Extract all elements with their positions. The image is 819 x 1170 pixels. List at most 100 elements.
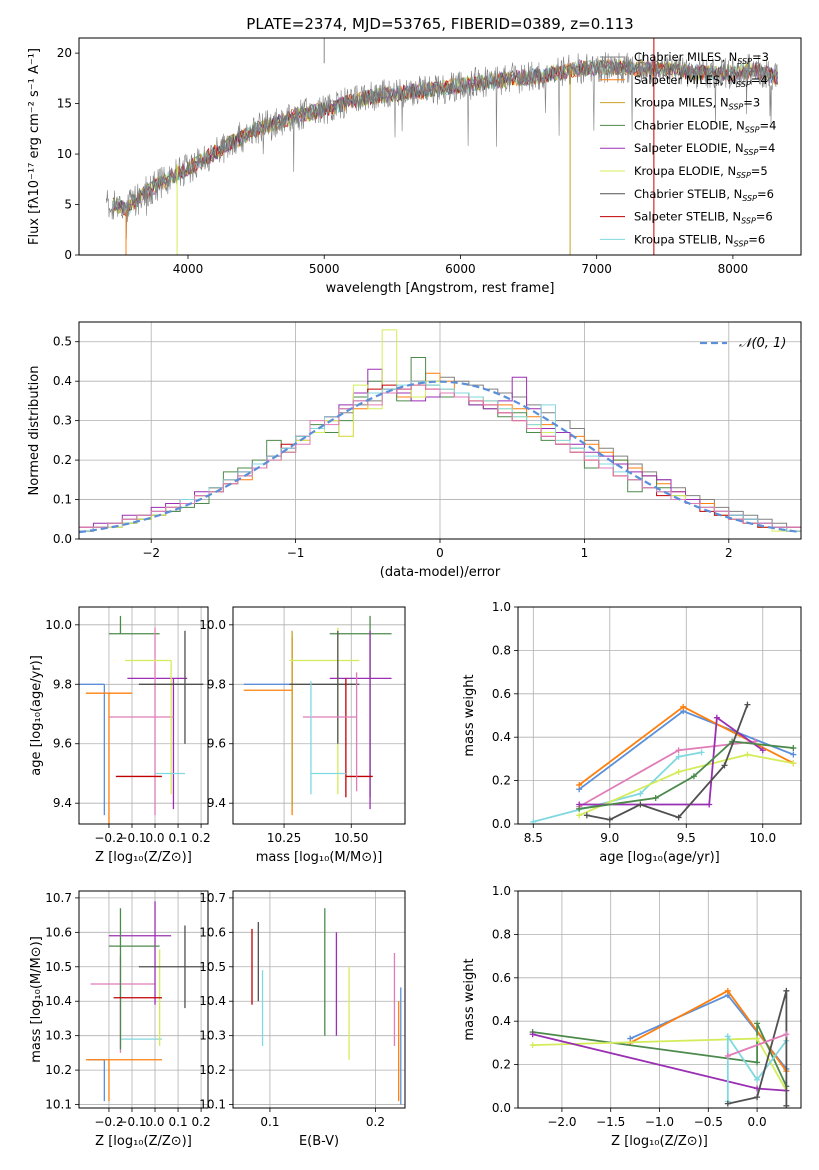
y-tick-label: 10.6 bbox=[199, 925, 226, 939]
errorbar-point bbox=[88, 1059, 105, 1102]
x-tick-label: 10.0 bbox=[749, 831, 776, 845]
errorbar-point bbox=[108, 615, 160, 635]
y-tick-label: 10.2 bbox=[199, 1063, 226, 1077]
mass-weight-line bbox=[579, 716, 764, 806]
axes-frame bbox=[78, 321, 802, 540]
axes-frame bbox=[517, 606, 802, 825]
legend-label: Salpeter STELIB, NSSP=6 bbox=[634, 210, 773, 226]
x-tick-label: −1.5 bbox=[596, 1115, 625, 1129]
x-tick-label: 1 bbox=[581, 546, 589, 560]
y-tick-label: 0.4 bbox=[492, 730, 511, 744]
plot-area bbox=[530, 701, 797, 824]
mass-weight-marker bbox=[583, 812, 590, 819]
errorbar-point bbox=[289, 627, 360, 795]
mass-weight-marker bbox=[754, 1035, 761, 1042]
mass-weight-marker bbox=[790, 751, 797, 758]
x-tick-label: 0.1 bbox=[169, 831, 188, 845]
x-tick-label: 0.2 bbox=[366, 1115, 385, 1129]
legend-label: Kroupa MILES, NSSP=3 bbox=[634, 96, 760, 112]
x-tick-label: −0.1 bbox=[117, 1115, 146, 1129]
legend-label: Kroupa STELIB, NSSP=6 bbox=[634, 232, 765, 248]
y-tick-label: 10.0 bbox=[45, 618, 72, 632]
x-axis-label: Z [log₁₀(Z/Z⊙)] bbox=[611, 1134, 708, 1149]
axes-frame bbox=[232, 890, 406, 1109]
y-tick-label: 5 bbox=[64, 198, 72, 212]
mass-weight-marker bbox=[754, 1020, 761, 1027]
mass-weight-line bbox=[727, 990, 788, 1106]
errorbar-point bbox=[329, 615, 392, 798]
errorbar-point bbox=[138, 630, 204, 744]
y-tick-label: 0.4 bbox=[492, 1014, 511, 1028]
axes-frame bbox=[517, 890, 802, 1109]
plot-area bbox=[105, 38, 778, 255]
mass-weight-marker bbox=[713, 714, 720, 721]
mass-weight-marker bbox=[724, 1100, 731, 1107]
mass-weight-marker bbox=[529, 1042, 536, 1049]
x-tick-label: 9.0 bbox=[600, 831, 619, 845]
y-tick-label: 10.3 bbox=[45, 1029, 72, 1043]
x-tick-label: 0.2 bbox=[192, 831, 211, 845]
mass-weight-marker bbox=[724, 1033, 731, 1040]
x-tick-label: −1 bbox=[287, 546, 305, 560]
errorbar-point bbox=[85, 692, 132, 824]
x-axis-label: Z [log₁₀(Z/Z⊙)] bbox=[95, 850, 192, 865]
plot-area bbox=[85, 901, 204, 1102]
y-tick-label: 9.6 bbox=[207, 737, 226, 751]
x-axis-label: age [log₁₀(age/yr)] bbox=[599, 850, 720, 865]
mass-weight-line bbox=[727, 1033, 787, 1057]
x-tick-label: 6000 bbox=[445, 262, 476, 276]
x-tick-label: −2 bbox=[142, 546, 160, 560]
x-tick-label: 10.25 bbox=[267, 831, 301, 845]
mass-weight-marker bbox=[576, 805, 583, 812]
errorbar-point bbox=[85, 1059, 162, 1102]
x-tick-label: 0.0 bbox=[145, 1115, 164, 1129]
errorbar-point bbox=[79, 683, 105, 816]
spectrum-panel: 4000 5000 6000 7000 8000 0 5 10 15 20 wavelength [… bbox=[27, 37, 802, 296]
x-tick-label: 7000 bbox=[581, 262, 612, 276]
mass-weight-marker bbox=[675, 814, 682, 821]
y-tick-label: 10.5 bbox=[199, 960, 226, 974]
x-axis-label: wavelength [Angstrom, rest frame] bbox=[326, 281, 555, 296]
mass-weight-marker bbox=[724, 1052, 731, 1059]
axes-frame bbox=[78, 890, 209, 1109]
y-tick-label: 0.6 bbox=[492, 687, 511, 701]
y-tick-label: 0.6 bbox=[492, 971, 511, 985]
y-tick-label: 0.0 bbox=[492, 817, 511, 831]
errorbar-point bbox=[138, 925, 204, 1009]
mass-weight-marker bbox=[754, 1076, 761, 1083]
y-tick-label: 10.1 bbox=[45, 1098, 72, 1112]
mass-weight-marker bbox=[675, 747, 682, 754]
errorbar-point bbox=[127, 677, 188, 810]
x-axis-label: (data-model)/error bbox=[380, 565, 501, 580]
errorbar-point bbox=[310, 681, 346, 795]
x-tick-label: 0.0 bbox=[748, 1115, 767, 1129]
mass-weight-marker bbox=[721, 762, 728, 769]
legend-label: Chabrier ELODIE, NSSP=4 bbox=[634, 118, 776, 134]
y-tick-label: 10.0 bbox=[199, 618, 226, 632]
y-tick-label: 0.0 bbox=[53, 532, 72, 546]
axes-frame bbox=[232, 606, 406, 825]
y-tick-label: 0.2 bbox=[492, 1058, 511, 1072]
mass-weight-marker bbox=[637, 801, 644, 808]
y-tick-label: 0.1 bbox=[53, 493, 72, 507]
y-tick-label: 9.4 bbox=[207, 796, 226, 810]
x-tick-label: 0.1 bbox=[260, 1115, 279, 1129]
legend-label: Chabrier MILES, NSSP=3 bbox=[634, 50, 769, 66]
y-tick-label: 1.0 bbox=[492, 884, 511, 898]
errorbar-point bbox=[243, 636, 293, 816]
plot-area bbox=[79, 329, 801, 539]
mass-weight-marker bbox=[724, 987, 731, 994]
x-tick-label: 8.5 bbox=[524, 831, 543, 845]
legend-label: Chabrier STELIB, NSSP=6 bbox=[634, 187, 774, 203]
mass-weight-marker bbox=[754, 1059, 761, 1066]
legend-label: Salpeter MILES, NSSP=4 bbox=[634, 73, 768, 89]
x-tick-label: 8000 bbox=[718, 262, 749, 276]
plot-area bbox=[243, 615, 392, 816]
x-tick-label: 0.2 bbox=[192, 1115, 211, 1129]
mass-weight-marker bbox=[576, 812, 583, 819]
plot-area bbox=[529, 987, 790, 1108]
x-tick-label: 9.5 bbox=[677, 831, 696, 845]
y-axis-label: Flux [fλ10⁻¹⁷ erg cm⁻² s⁻¹ A⁻¹] bbox=[27, 48, 42, 245]
mass-weight-vs-age-panel: 8.5 9.0 9.5 10.0 0.0 0.2 0.4 0.6 0.8 1.0 age [log₁… bbox=[462, 600, 802, 865]
